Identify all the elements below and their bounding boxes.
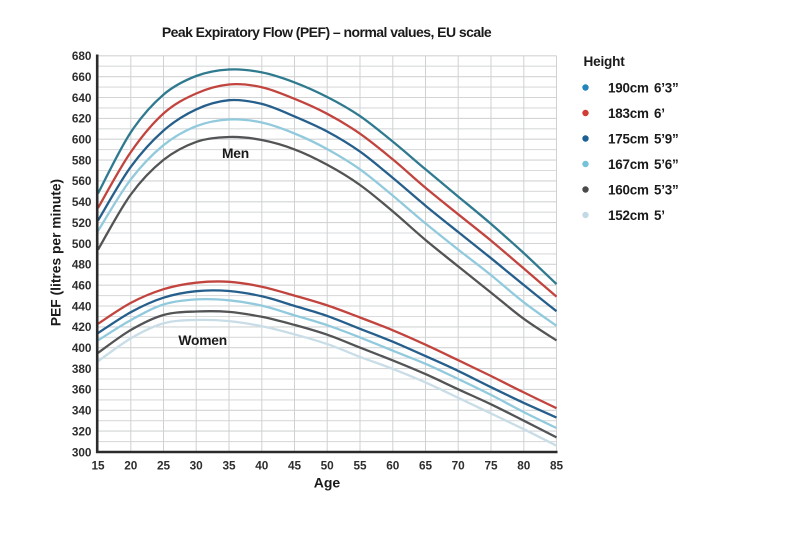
svg-text:440: 440 <box>72 299 92 313</box>
svg-text:580: 580 <box>72 153 92 167</box>
svg-text:75: 75 <box>484 459 498 473</box>
svg-text:300: 300 <box>72 445 92 459</box>
svg-text:PEF (litres per minute): PEF (litres per minute) <box>49 179 64 326</box>
svg-text:85: 85 <box>550 459 564 473</box>
svg-text:400: 400 <box>72 341 92 355</box>
svg-text:680: 680 <box>72 49 92 63</box>
svg-text:420: 420 <box>72 320 92 334</box>
svg-text:Height: Height <box>584 54 626 69</box>
svg-text:660: 660 <box>72 70 92 84</box>
svg-text:500: 500 <box>72 237 92 251</box>
svg-text:Peak Expiratory Flow (PEF) – n: Peak Expiratory Flow (PEF) – normal valu… <box>162 24 492 40</box>
svg-text:5’6”: 5’6” <box>654 157 679 172</box>
svg-text:55: 55 <box>353 459 367 473</box>
svg-text:360: 360 <box>72 383 92 397</box>
svg-text:Men: Men <box>222 146 249 161</box>
svg-text:6’3”: 6’3” <box>654 81 679 96</box>
svg-text:30: 30 <box>190 459 204 473</box>
svg-text:160cm: 160cm <box>608 183 649 198</box>
svg-text:320: 320 <box>72 424 92 438</box>
svg-text:380: 380 <box>72 362 92 376</box>
svg-text:65: 65 <box>419 459 433 473</box>
svg-text:480: 480 <box>72 258 92 272</box>
svg-text:70: 70 <box>452 459 466 473</box>
svg-text:Women: Women <box>178 333 227 348</box>
svg-text:600: 600 <box>72 133 92 147</box>
svg-text:5’9”: 5’9” <box>654 132 679 147</box>
svg-text:183cm: 183cm <box>608 106 649 121</box>
svg-text:15: 15 <box>91 459 105 473</box>
svg-text:190cm: 190cm <box>608 81 649 96</box>
svg-text:620: 620 <box>72 112 92 126</box>
svg-text:167cm: 167cm <box>608 157 649 172</box>
svg-text:25: 25 <box>157 459 171 473</box>
svg-text:175cm: 175cm <box>608 132 649 147</box>
svg-text:520: 520 <box>72 216 92 230</box>
svg-text:5’3”: 5’3” <box>654 183 679 198</box>
svg-text:40: 40 <box>255 459 269 473</box>
svg-text:20: 20 <box>124 459 138 473</box>
svg-text:Age: Age <box>314 475 341 491</box>
svg-text:35: 35 <box>222 459 236 473</box>
svg-text:560: 560 <box>72 174 92 188</box>
svg-text:340: 340 <box>72 404 92 418</box>
svg-text:5’: 5’ <box>654 208 665 223</box>
svg-text:640: 640 <box>72 91 92 105</box>
svg-text:540: 540 <box>72 195 92 209</box>
svg-text:45: 45 <box>288 459 302 473</box>
svg-text:80: 80 <box>517 459 531 473</box>
svg-text:460: 460 <box>72 279 92 293</box>
svg-text:152cm: 152cm <box>608 208 649 223</box>
svg-text:6’: 6’ <box>654 106 665 121</box>
svg-text:60: 60 <box>386 459 400 473</box>
svg-text:50: 50 <box>321 459 335 473</box>
